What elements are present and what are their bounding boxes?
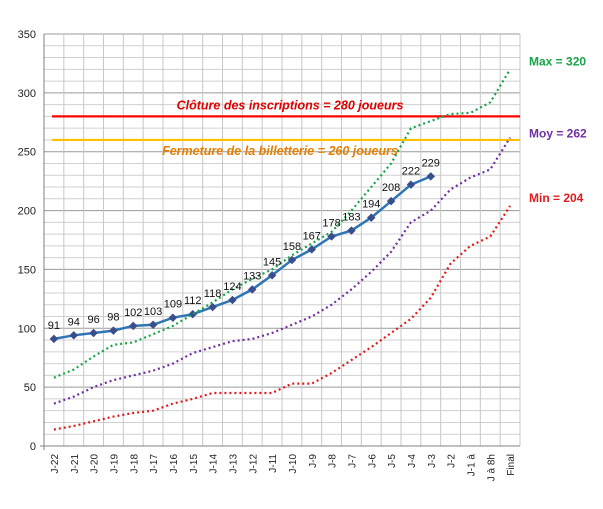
x-tick-label: J-1 à: [466, 454, 477, 477]
x-tick-label: J-18: [129, 454, 140, 474]
reference-line-label: Fermeture de la billetterie = 260 joueur…: [162, 144, 398, 158]
y-tick-label: 250: [18, 147, 36, 159]
x-tick-label: J-14: [209, 454, 220, 474]
x-tick-label: J-11: [268, 454, 279, 473]
data-label: 112: [184, 295, 202, 307]
x-tick-label: J-15: [189, 454, 200, 474]
data-label: 222: [402, 166, 420, 178]
x-tick-label: J-6: [367, 454, 378, 468]
data-label: 103: [144, 306, 162, 318]
series-end-label: Moy = 262: [529, 127, 587, 141]
x-tick-label: J-12: [248, 454, 259, 474]
y-tick-label: 50: [24, 382, 36, 394]
x-tick-label: J-20: [90, 454, 101, 474]
data-label: 178: [322, 217, 340, 229]
x-tick-label: J-17: [149, 454, 160, 474]
y-tick-label: 200: [18, 206, 36, 218]
data-label: 109: [164, 299, 182, 311]
data-point-marker: [307, 245, 317, 254]
data-point-marker: [287, 255, 297, 265]
x-tick-label: J-8: [328, 454, 339, 468]
x-tick-label: J à 8h: [486, 454, 497, 481]
data-point-marker: [89, 328, 98, 338]
data-label: 167: [303, 230, 321, 242]
x-tick-label: J-3: [427, 454, 438, 468]
data-point-marker: [406, 180, 416, 190]
data-label: 94: [68, 316, 80, 328]
data-label: 96: [87, 314, 99, 326]
x-tick-label: J-16: [169, 454, 180, 474]
x-tick-label: J-19: [109, 454, 120, 474]
data-point-marker: [148, 320, 158, 330]
x-tick-label: J-7: [347, 454, 358, 468]
x-tick-label: Final: [506, 454, 517, 476]
data-label: 194: [362, 199, 380, 211]
x-tick-label: J-2: [447, 454, 458, 468]
data-point-marker: [228, 295, 237, 305]
data-point-marker: [386, 196, 396, 206]
data-label: 133: [243, 270, 261, 282]
data-label: 124: [223, 281, 241, 293]
data-point-marker: [327, 232, 336, 241]
data-label: 102: [124, 307, 142, 319]
data-point-marker: [426, 172, 436, 181]
data-point-marker: [247, 285, 257, 294]
data-point-marker: [49, 334, 59, 344]
data-point-marker: [208, 302, 217, 312]
data-label: 158: [283, 241, 301, 253]
data-label: 229: [422, 157, 440, 169]
data-label: 118: [204, 288, 222, 300]
data-label: 98: [107, 312, 119, 324]
x-tick-label: J-4: [407, 454, 418, 468]
data-point-marker: [267, 270, 277, 280]
data-point-marker: [366, 213, 376, 222]
data-point-marker: [69, 330, 79, 340]
data-point-marker: [128, 321, 138, 331]
x-tick-label: J-22: [50, 454, 61, 474]
reference-line-label: Clôture des inscriptions = 280 joueurs: [177, 98, 404, 112]
x-tick-label: J-10: [288, 454, 299, 474]
y-tick-label: 300: [18, 88, 36, 100]
series-end-label: Max = 320: [529, 54, 586, 68]
series-end-label: Min = 204: [529, 191, 584, 205]
data-label: 91: [48, 320, 60, 332]
data-point-marker: [347, 226, 356, 235]
x-tick-label: J-21: [70, 454, 81, 474]
y-tick-label: 150: [18, 264, 36, 276]
y-tick-label: 100: [18, 323, 36, 335]
y-tick-label: 350: [18, 29, 36, 41]
data-label: 145: [263, 256, 281, 268]
series-line-moy: [53, 137, 512, 405]
data-label: 183: [342, 212, 360, 224]
data-point-marker: [109, 326, 118, 335]
series-line-max: [53, 68, 512, 379]
x-tick-label: J-9: [308, 454, 319, 468]
y-tick-label: 0: [30, 441, 36, 453]
data-label: 208: [382, 182, 400, 194]
x-tick-label: J-5: [387, 454, 398, 468]
x-tick-label: J-13: [228, 454, 239, 474]
data-point-marker: [168, 313, 178, 323]
